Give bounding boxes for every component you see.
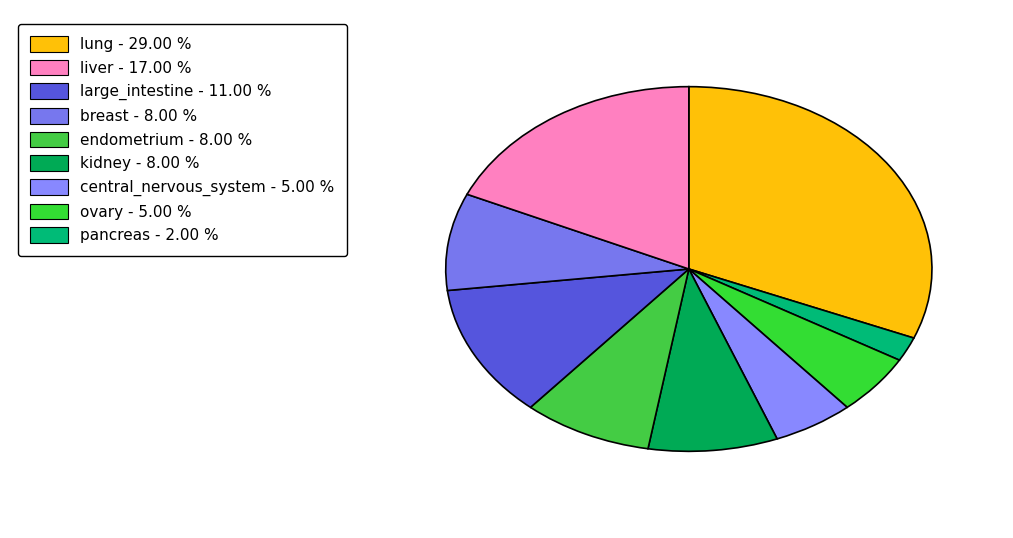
Wedge shape (648, 269, 777, 451)
Wedge shape (446, 194, 689, 291)
Wedge shape (689, 269, 900, 407)
Legend: lung - 29.00 %, liver - 17.00 %, large_intestine - 11.00 %, breast - 8.00 %, end: lung - 29.00 %, liver - 17.00 %, large_i… (18, 24, 346, 256)
Wedge shape (467, 87, 689, 269)
Wedge shape (531, 269, 689, 449)
Wedge shape (689, 269, 847, 439)
Wedge shape (448, 269, 689, 407)
Wedge shape (689, 87, 932, 338)
Wedge shape (689, 269, 914, 360)
